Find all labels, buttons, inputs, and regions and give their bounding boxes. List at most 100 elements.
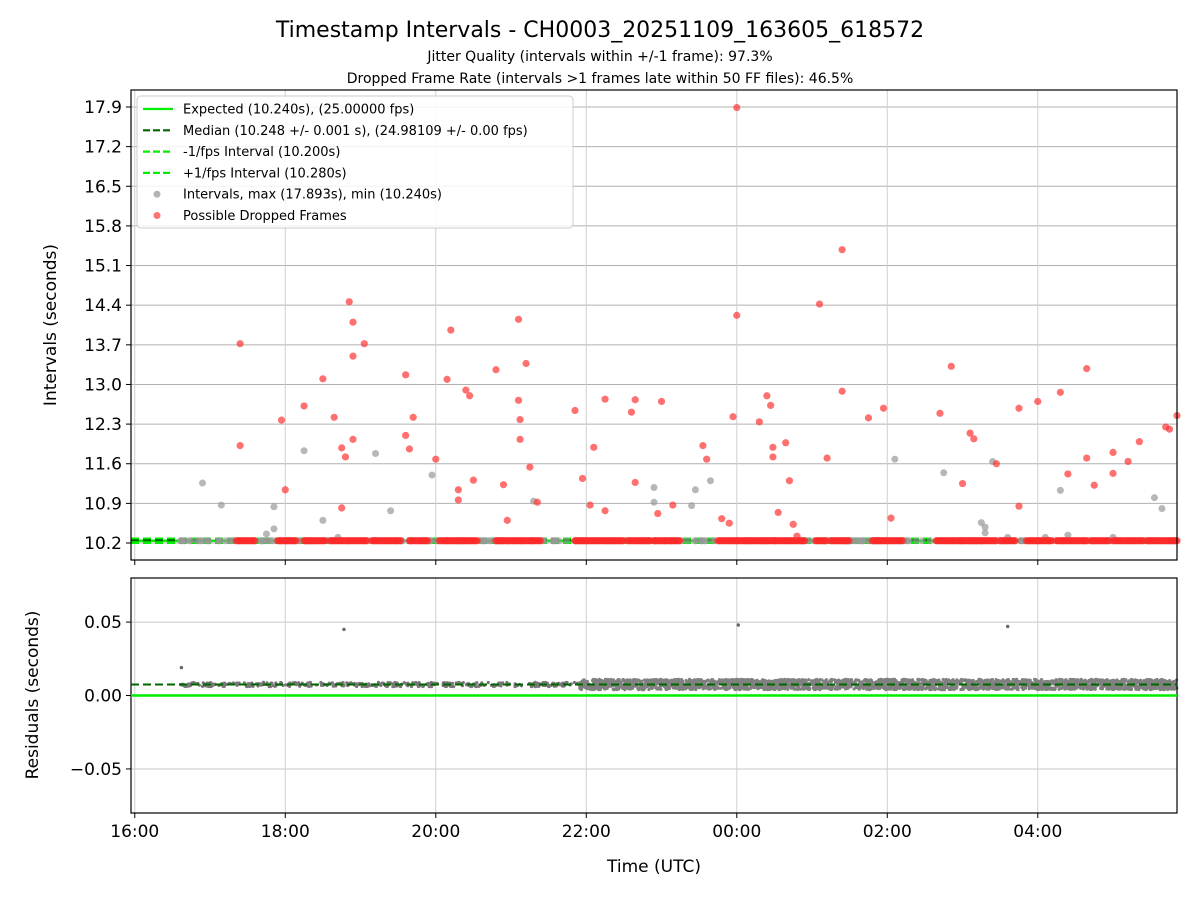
residual-point xyxy=(955,679,960,683)
residual-point xyxy=(786,681,790,685)
residual-point xyxy=(664,678,668,682)
residual-point xyxy=(910,679,914,683)
residual-point xyxy=(858,682,862,686)
dropped-frame-point xyxy=(657,397,666,406)
interval-point xyxy=(650,484,658,492)
residual-outlier xyxy=(342,627,346,632)
dropped-frame-point xyxy=(236,442,244,450)
residual-point xyxy=(921,684,925,689)
residual-point xyxy=(1112,684,1116,688)
residual-point xyxy=(1172,687,1176,691)
interval-point xyxy=(198,537,206,545)
residuals-reference-lines xyxy=(131,683,1177,697)
residual-point xyxy=(330,681,334,685)
dropped-frame-point xyxy=(503,516,511,524)
legend-label: -1/fps Interval (10.200s) xyxy=(183,145,340,160)
residual-point xyxy=(919,682,923,686)
residual-point xyxy=(975,686,979,690)
interval-point xyxy=(688,502,696,510)
dropped-frame-point xyxy=(966,429,974,437)
residual-point xyxy=(767,679,771,683)
residual-point xyxy=(1099,680,1103,685)
residual-point xyxy=(926,684,930,689)
interval-point xyxy=(1017,537,1025,545)
legend-label: Median (10.248 +/- 0.001 s), (24.98109 +… xyxy=(183,124,528,139)
residual-point xyxy=(639,685,643,689)
residual-point xyxy=(772,679,776,683)
residual-point xyxy=(945,685,949,689)
residual-point xyxy=(279,680,283,685)
interval-point xyxy=(319,516,327,524)
interval-point xyxy=(216,537,224,545)
residual-point xyxy=(1089,677,1093,681)
residual-point xyxy=(259,683,263,687)
interval-point xyxy=(650,498,658,506)
residual-point xyxy=(835,680,839,685)
dropped-frame-point xyxy=(586,501,594,509)
dropped-frame-point xyxy=(703,455,711,463)
dropped-frame-point xyxy=(992,460,1000,468)
dropped-frame-point xyxy=(443,375,451,383)
residual-point xyxy=(736,687,740,691)
residual-point xyxy=(978,685,982,689)
residual-point xyxy=(429,685,434,689)
residual-point xyxy=(967,681,971,685)
dropped-frame-point xyxy=(338,444,346,452)
interval-point xyxy=(270,503,278,511)
residual-point xyxy=(1120,685,1124,689)
residual-point xyxy=(905,678,909,682)
residual-point xyxy=(751,682,755,686)
residual-point xyxy=(820,678,824,682)
residual-point xyxy=(846,678,850,682)
residual-point xyxy=(760,685,765,689)
residual-point xyxy=(306,681,310,685)
residual-point xyxy=(1141,685,1145,690)
residual-point xyxy=(1164,680,1169,684)
residual-point xyxy=(872,684,876,688)
dropped-frame-point xyxy=(936,409,944,417)
residual-point xyxy=(1116,687,1120,691)
residual-point xyxy=(604,686,608,690)
residual-point xyxy=(804,684,808,689)
dropped-frame-point xyxy=(536,537,544,545)
residual-point xyxy=(695,678,699,682)
residual-point xyxy=(691,684,695,688)
dropped-frame-point xyxy=(767,401,775,410)
residual-point xyxy=(654,677,658,682)
dropped-frame-point xyxy=(454,486,462,494)
residual-point xyxy=(1039,678,1044,682)
residual-point xyxy=(863,679,867,683)
dropped-frame-point xyxy=(447,326,455,334)
residual-point xyxy=(878,680,882,684)
interval-point xyxy=(1056,486,1064,494)
interval-point xyxy=(683,537,691,545)
dropped-frame-point xyxy=(887,514,895,522)
residual-point xyxy=(792,687,796,691)
residual-point xyxy=(1016,685,1020,689)
residual-point xyxy=(616,678,620,682)
residual-point xyxy=(597,677,601,681)
residual-point xyxy=(1122,687,1126,691)
dropped-frame-point xyxy=(1011,537,1019,545)
residual-point xyxy=(930,683,934,687)
residual-point xyxy=(367,684,372,688)
dropped-frame-point xyxy=(733,103,741,112)
residual-point xyxy=(894,678,898,683)
residual-point xyxy=(1007,687,1011,691)
residual-point xyxy=(647,687,651,692)
dropped-frame-point xyxy=(838,387,846,395)
y-tick-label: 16.5 xyxy=(84,177,122,197)
residual-point xyxy=(547,683,551,688)
residual-point xyxy=(990,684,995,688)
interval-point xyxy=(217,501,225,509)
residual-point xyxy=(986,679,990,684)
residual-point xyxy=(1128,679,1133,683)
residual-point xyxy=(224,682,228,686)
dropped-frame-point xyxy=(654,509,662,518)
residual-point xyxy=(1041,687,1046,691)
residual-point xyxy=(782,677,787,681)
residual-point xyxy=(1079,678,1083,682)
residual-point xyxy=(1103,679,1107,683)
residual-point xyxy=(758,685,762,689)
interval-point xyxy=(691,537,699,545)
